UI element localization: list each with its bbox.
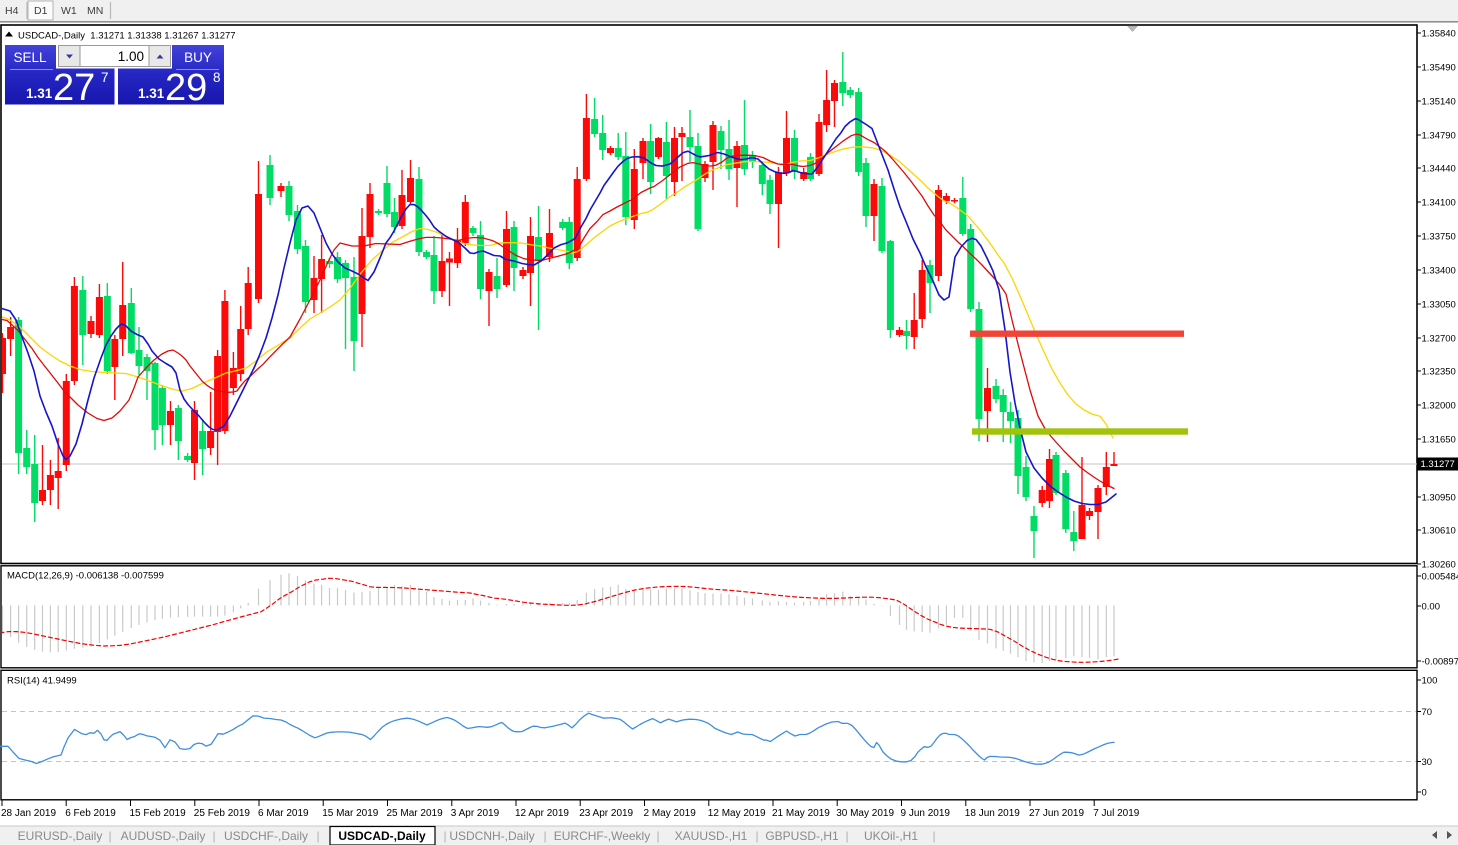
svg-text:6 Feb 2019: 6 Feb 2019 bbox=[65, 808, 116, 819]
svg-text:6 Mar 2019: 6 Mar 2019 bbox=[258, 808, 309, 819]
svg-text:BUY: BUY bbox=[184, 50, 212, 65]
svg-text:UKOil-,H1: UKOil-,H1 bbox=[864, 829, 918, 843]
svg-text:1.32700: 1.32700 bbox=[1422, 334, 1456, 345]
svg-text:AUDUSD-,Daily: AUDUSD-,Daily bbox=[121, 829, 206, 843]
svg-text:GBPUSD-,H1: GBPUSD-,H1 bbox=[765, 829, 839, 843]
svg-text:100: 100 bbox=[1422, 676, 1438, 687]
svg-text:8: 8 bbox=[213, 70, 221, 85]
svg-text:USDCAD-,Daily: USDCAD-,Daily bbox=[338, 829, 426, 843]
svg-text:|: | bbox=[108, 829, 111, 843]
svg-text:1.34440: 1.34440 bbox=[1422, 164, 1456, 175]
svg-text:25 Feb 2019: 25 Feb 2019 bbox=[194, 808, 251, 819]
svg-text:1.31: 1.31 bbox=[26, 86, 53, 101]
svg-text:27 Jun 2019: 27 Jun 2019 bbox=[1029, 808, 1084, 819]
svg-text:1.31277: 1.31277 bbox=[1421, 459, 1455, 470]
svg-text:18 Jun 2019: 18 Jun 2019 bbox=[965, 808, 1020, 819]
svg-text:2 May 2019: 2 May 2019 bbox=[644, 808, 697, 819]
svg-text:70: 70 bbox=[1422, 707, 1433, 718]
svg-text:1.00: 1.00 bbox=[118, 49, 144, 64]
svg-text:23 Apr 2019: 23 Apr 2019 bbox=[579, 808, 633, 819]
svg-text:1.33400: 1.33400 bbox=[1422, 266, 1456, 277]
svg-text:12 May 2019: 12 May 2019 bbox=[708, 808, 766, 819]
svg-text:3 Apr 2019: 3 Apr 2019 bbox=[451, 808, 500, 819]
svg-text:1.35140: 1.35140 bbox=[1422, 97, 1456, 108]
svg-text:1.31650: 1.31650 bbox=[1422, 435, 1456, 446]
svg-text:W1: W1 bbox=[61, 5, 77, 17]
svg-text:1.30260: 1.30260 bbox=[1422, 560, 1456, 571]
svg-text:USDCHF-,Daily: USDCHF-,Daily bbox=[224, 829, 308, 843]
svg-text:H4: H4 bbox=[5, 5, 19, 17]
svg-text:1.33750: 1.33750 bbox=[1422, 232, 1456, 243]
svg-text:MN: MN bbox=[87, 5, 103, 17]
svg-text:29: 29 bbox=[165, 67, 207, 109]
svg-text:15 Mar 2019: 15 Mar 2019 bbox=[322, 808, 379, 819]
svg-text:25 Mar 2019: 25 Mar 2019 bbox=[387, 808, 444, 819]
svg-text:|: | bbox=[316, 829, 319, 843]
svg-text:USDCAD-,Daily 1.31271 1.31338: USDCAD-,Daily 1.31271 1.31338 1.31267 1.… bbox=[18, 31, 236, 42]
svg-text:7 Jul 2019: 7 Jul 2019 bbox=[1093, 808, 1140, 819]
svg-text:|: | bbox=[543, 829, 546, 843]
svg-text:XAUUSD-,H1: XAUUSD-,H1 bbox=[675, 829, 748, 843]
svg-text:27: 27 bbox=[53, 67, 95, 109]
svg-text:1.33050: 1.33050 bbox=[1422, 300, 1456, 311]
svg-text:1.31: 1.31 bbox=[138, 86, 165, 101]
svg-text:|: | bbox=[212, 829, 215, 843]
svg-text:30: 30 bbox=[1422, 757, 1433, 768]
svg-text:|: | bbox=[845, 829, 848, 843]
svg-text:30 May 2019: 30 May 2019 bbox=[836, 808, 894, 819]
svg-text:1.34100: 1.34100 bbox=[1422, 198, 1456, 209]
svg-text:28 Jan 2019: 28 Jan 2019 bbox=[1, 808, 56, 819]
svg-text:|: | bbox=[443, 829, 446, 843]
svg-text:1.34790: 1.34790 bbox=[1422, 131, 1456, 142]
svg-text:1.35840: 1.35840 bbox=[1422, 29, 1456, 40]
svg-text:15 Feb 2019: 15 Feb 2019 bbox=[130, 808, 187, 819]
svg-text:MACD(12,26,9) -0.006138 -0.007: MACD(12,26,9) -0.006138 -0.007599 bbox=[7, 571, 164, 582]
svg-text:USDCNH-,Daily: USDCNH-,Daily bbox=[449, 829, 534, 843]
svg-text:1.30610: 1.30610 bbox=[1422, 526, 1456, 537]
svg-text:12 Apr 2019: 12 Apr 2019 bbox=[515, 808, 569, 819]
svg-text:-0.00897: -0.00897 bbox=[1422, 657, 1458, 668]
svg-text:|: | bbox=[932, 829, 935, 843]
svg-text:0: 0 bbox=[1422, 788, 1427, 799]
svg-text:SELL: SELL bbox=[13, 50, 47, 65]
svg-text:1.30950: 1.30950 bbox=[1422, 493, 1456, 504]
svg-text:9 Jun 2019: 9 Jun 2019 bbox=[901, 808, 951, 819]
svg-text:D1: D1 bbox=[34, 5, 48, 17]
svg-text:|: | bbox=[755, 829, 758, 843]
svg-text:0.005484: 0.005484 bbox=[1422, 572, 1458, 583]
svg-text:EURUSD-,Daily: EURUSD-,Daily bbox=[18, 829, 103, 843]
svg-text:EURCHF-,Weekly: EURCHF-,Weekly bbox=[554, 829, 650, 843]
svg-text:1.32000: 1.32000 bbox=[1422, 401, 1456, 412]
svg-text:1.32350: 1.32350 bbox=[1422, 367, 1456, 378]
svg-text:|: | bbox=[656, 829, 659, 843]
svg-text:0.00: 0.00 bbox=[1422, 602, 1441, 613]
svg-text:7: 7 bbox=[101, 70, 109, 85]
svg-text:21 May 2019: 21 May 2019 bbox=[772, 808, 830, 819]
svg-text:1.35490: 1.35490 bbox=[1422, 63, 1456, 74]
svg-text:RSI(14) 41.9499: RSI(14) 41.9499 bbox=[7, 676, 77, 687]
